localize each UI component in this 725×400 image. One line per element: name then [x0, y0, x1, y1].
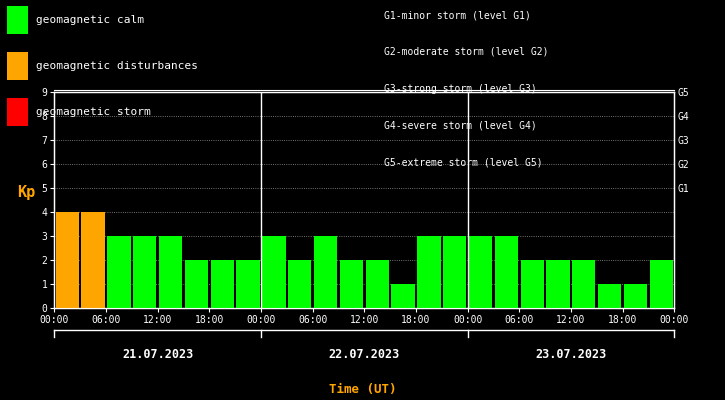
Text: G5-extreme storm (level G5): G5-extreme storm (level G5)	[384, 157, 543, 167]
Bar	[56, 212, 79, 308]
Bar	[185, 260, 208, 308]
Text: G2-moderate storm (level G2): G2-moderate storm (level G2)	[384, 47, 549, 57]
Text: 21.07.2023: 21.07.2023	[122, 348, 194, 361]
Text: Time (UT): Time (UT)	[328, 383, 397, 396]
Bar	[392, 284, 415, 308]
Bar	[159, 236, 182, 308]
Bar	[572, 260, 595, 308]
Text: G4-severe storm (level G4): G4-severe storm (level G4)	[384, 120, 537, 130]
Bar	[211, 260, 234, 308]
Bar	[340, 260, 363, 308]
Bar	[598, 284, 621, 308]
Bar	[107, 236, 130, 308]
Bar	[418, 236, 441, 308]
Bar	[469, 236, 492, 308]
Text: geomagnetic storm: geomagnetic storm	[36, 107, 151, 117]
Text: geomagnetic disturbances: geomagnetic disturbances	[36, 61, 198, 71]
Bar	[443, 236, 466, 308]
Y-axis label: Kp: Kp	[17, 185, 36, 200]
Text: G3-strong storm (level G3): G3-strong storm (level G3)	[384, 84, 537, 94]
Bar	[624, 284, 647, 308]
Bar	[650, 260, 673, 308]
Bar	[236, 260, 260, 308]
Text: G1-minor storm (level G1): G1-minor storm (level G1)	[384, 10, 531, 20]
Bar	[494, 236, 518, 308]
Bar	[288, 260, 311, 308]
Text: 23.07.2023: 23.07.2023	[535, 348, 607, 361]
Bar	[547, 260, 570, 308]
Text: geomagnetic calm: geomagnetic calm	[36, 15, 144, 25]
Text: 22.07.2023: 22.07.2023	[328, 348, 400, 361]
Bar	[365, 260, 389, 308]
Bar	[262, 236, 286, 308]
Bar	[521, 260, 544, 308]
Bar	[133, 236, 157, 308]
Bar	[314, 236, 337, 308]
Bar	[81, 212, 104, 308]
